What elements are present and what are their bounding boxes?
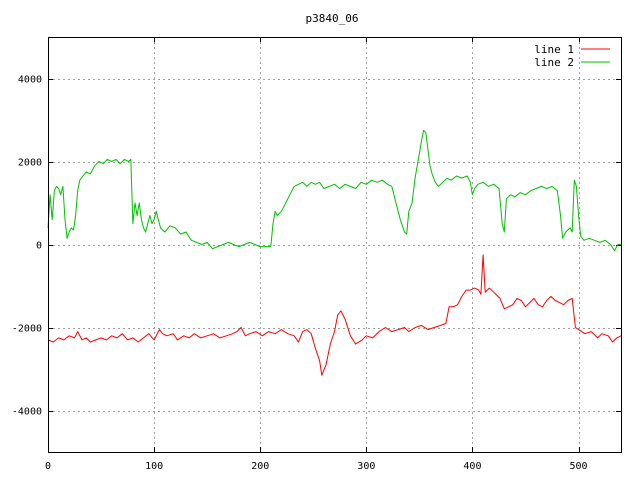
y-tick-label: -2000 <box>12 324 42 335</box>
x-tick-label: 500 <box>570 461 588 472</box>
legend-label-2: line 2 <box>534 56 574 69</box>
y-tick-label: 4000 <box>18 75 42 86</box>
x-tick-label: 300 <box>357 461 375 472</box>
y-tick-label: -4000 <box>12 407 42 418</box>
plot-frame <box>48 37 622 453</box>
series-lines <box>47 129 622 376</box>
y-tick-label: 0 <box>36 241 42 252</box>
legend-label-1: line 1 <box>534 43 574 56</box>
series-line-2 <box>47 129 621 252</box>
x-tick-label: 100 <box>145 461 163 472</box>
x-tick-label: 400 <box>463 461 481 472</box>
series-line-1 <box>47 254 622 376</box>
grid-lines <box>48 37 621 452</box>
y-tick-label: 2000 <box>18 158 42 169</box>
chart-title: p3840_06 <box>306 12 359 25</box>
x-tick-label: 0 <box>45 461 51 472</box>
x-tick-label: 200 <box>251 461 269 472</box>
axis-ticks <box>48 37 621 452</box>
tick-labels: 0 100 200 300 400 500 -4000 -2000 0 2000 4000 <box>12 75 588 473</box>
